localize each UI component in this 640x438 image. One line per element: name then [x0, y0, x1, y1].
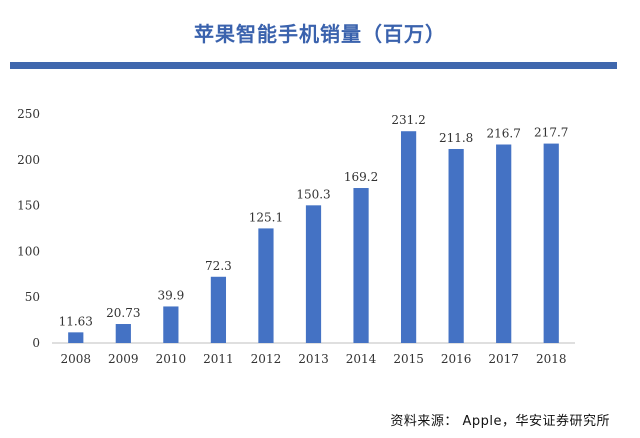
x-tick-label-2013: 2013 — [298, 352, 329, 366]
bar-2018 — [543, 143, 559, 343]
x-tick-label-2011: 2011 — [203, 352, 234, 366]
bar-2010 — [163, 306, 179, 343]
data-labels: 11.63 20.73 39.9 72.3 125.1 150.3 169.2 231.2 21… — [59, 113, 569, 328]
y-tick-label: 250 — [17, 107, 40, 121]
x-tick-label-2008: 2008 — [60, 352, 91, 366]
x-tick-label-2017: 2017 — [488, 352, 519, 366]
bar-2011 — [210, 276, 227, 343]
data-label-2015: 231.2 — [391, 113, 425, 127]
bar-2009 — [115, 324, 131, 343]
x-tick-label-2010: 2010 — [156, 352, 187, 366]
x-tick-label-2014: 2014 — [346, 352, 377, 366]
y-tick-label: 200 — [17, 153, 40, 167]
source-note: 资料来源： Apple，华安证券研究所 — [390, 414, 610, 429]
y-tick-label: 150 — [17, 199, 40, 213]
x-axis: 2008 2009 2010 2011 2012 2013 2014 2015 2016 2017… — [60, 352, 566, 366]
chart-title: 苹果智能手机销量（百万） — [194, 22, 446, 46]
data-label-2017: 216.7 — [487, 127, 521, 141]
x-tick-label-2016: 2016 — [441, 352, 472, 366]
bar-2012 — [258, 228, 274, 343]
y-tick-label: 50 — [25, 290, 40, 304]
data-label-2013: 150.3 — [296, 187, 330, 201]
data-label-2009: 20.73 — [106, 306, 140, 320]
data-label-2008: 11.63 — [59, 314, 93, 328]
data-label-2012: 125.1 — [249, 210, 283, 224]
data-label-2010: 39.9 — [158, 288, 185, 302]
bar-2017 — [496, 144, 512, 343]
data-label-2016: 211.8 — [439, 131, 473, 145]
data-label-2014: 169.2 — [344, 170, 378, 184]
data-label-2011: 72.3 — [205, 259, 232, 273]
bar-2015 — [400, 131, 417, 343]
x-tick-label-2015: 2015 — [393, 352, 424, 366]
bar-2014 — [353, 188, 369, 343]
bar-2013 — [305, 205, 322, 343]
bar-2016 — [448, 148, 464, 343]
x-tick-label-2012: 2012 — [251, 352, 282, 366]
data-label-2018: 217.7 — [534, 126, 568, 140]
y-tick-label: 100 — [17, 244, 40, 258]
x-tick-label-2018: 2018 — [536, 352, 567, 366]
y-axis: 0 50 100 150 200 250 — [17, 107, 40, 350]
bar-2008 — [68, 332, 84, 343]
bar-series — [68, 131, 559, 343]
x-tick-label-2009: 2009 — [108, 352, 139, 366]
y-tick-label: 0 — [32, 336, 40, 350]
title-divider — [10, 62, 617, 69]
